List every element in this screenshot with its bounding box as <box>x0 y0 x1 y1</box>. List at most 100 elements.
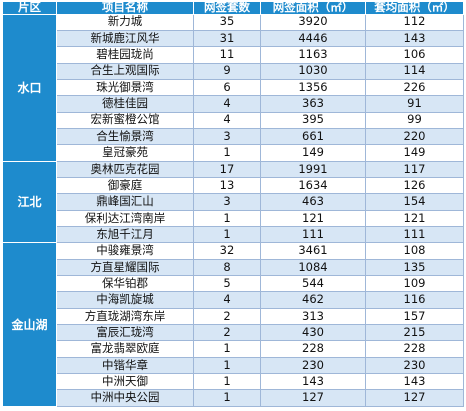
table-row: 中锴华章 1 230 230 <box>3 356 464 375</box>
avg-area-cell: 127 <box>365 389 464 407</box>
table-row: 中海凯旋城 4 462 116 <box>3 291 464 309</box>
table-row: 中洲中央公园 1 127 127 <box>3 389 464 407</box>
project-name-cell: 中海凯旋城 <box>56 291 194 309</box>
sale-count-cell: 11 <box>193 46 261 64</box>
sale-count-cell: 13 <box>193 176 261 195</box>
avg-area-cell: 114 <box>365 62 464 80</box>
sale-count-cell: 32 <box>193 242 261 260</box>
table-row: 中洲天御 1 143 143 <box>3 373 464 391</box>
sale-count-cell: 4 <box>193 111 261 129</box>
project-name-cell: 富辰汇珑湾 <box>56 324 194 342</box>
table-row: 宏新蜜橙公馆 4 395 99 <box>3 111 464 129</box>
sale-count-cell: 9 <box>193 62 261 80</box>
project-name-cell: 中锴华章 <box>56 356 194 375</box>
project-name-cell: 新城鹿江风华 <box>56 29 194 48</box>
project-name-cell: 中骏雍景湾 <box>56 242 194 260</box>
sale-count-cell: 4 <box>193 291 261 309</box>
sale-area-cell: 3461 <box>260 242 366 260</box>
region-cell: 金山湖 <box>2 242 57 407</box>
sale-count-cell: 6 <box>193 78 261 97</box>
avg-area-cell: 121 <box>365 209 464 227</box>
project-name-cell: 合生上观国际 <box>56 62 194 80</box>
table-row: 保华铂郡 5 544 109 <box>3 274 464 293</box>
table-row: 江北 奥林匹克花园 17 1991 117 <box>2 160 464 244</box>
sale-count-cell: 1 <box>193 209 261 227</box>
sale-area-cell: 430 <box>260 324 366 342</box>
sale-count-cell: 1 <box>193 356 261 375</box>
project-name-cell: 宏新蜜橙公馆 <box>56 111 194 129</box>
sale-count-cell: 4 <box>193 95 261 113</box>
project-name-cell: 保华铂郡 <box>56 274 194 293</box>
avg-area-cell: 117 <box>365 160 464 178</box>
avg-area-cell: 143 <box>365 373 464 391</box>
avg-area-cell: 109 <box>365 274 464 293</box>
table-body: 水口 新力城 35 3920 112 新城鹿江风华 31 4446 143 碧桂园珑尚 11 1163… <box>2 13 464 407</box>
sale-area-cell: 1084 <box>260 258 366 277</box>
sale-count-cell: 35 <box>193 13 261 31</box>
table-row: 鼎峰国汇山 3 463 154 <box>3 193 464 211</box>
project-name-cell: 德桂佳园 <box>56 95 194 113</box>
sale-count-cell: 1 <box>193 373 261 391</box>
sale-area-cell: 1356 <box>260 78 366 97</box>
avg-area-cell: 157 <box>365 307 464 326</box>
sale-area-cell: 3920 <box>260 13 366 31</box>
sale-area-cell: 661 <box>260 127 366 146</box>
header-region: 片区 <box>2 1 57 15</box>
sale-area-cell: 1163 <box>260 46 366 64</box>
table-row: 德桂佳园 4 363 91 <box>3 95 464 113</box>
table-row: 御豪庭 13 1634 126 <box>3 176 464 195</box>
table-row: 皇冠豪苑 1 149 149 <box>3 144 464 162</box>
header-name: 项目名称 <box>56 1 194 15</box>
table-row: 新城鹿江风华 31 4446 143 <box>3 29 464 48</box>
table-row: 合生上观国际 9 1030 114 <box>3 62 464 80</box>
sale-area-cell: 463 <box>260 193 366 211</box>
project-name-cell: 方直星耀国际 <box>56 258 194 277</box>
sale-area-cell: 127 <box>260 389 366 407</box>
project-name-cell: 珠光御景湾 <box>56 78 194 97</box>
header-count: 网签套数 <box>193 1 261 15</box>
sale-area-cell: 143 <box>260 373 366 391</box>
project-name-cell: 御豪庭 <box>56 176 194 195</box>
project-name-cell: 皇冠豪苑 <box>56 144 194 162</box>
project-name-cell: 中洲中央公园 <box>56 389 194 407</box>
table-row: 富辰汇珑湾 2 430 215 <box>3 324 464 342</box>
project-name-cell: 方直珑湖湾东岸 <box>56 307 194 326</box>
sale-area-cell: 1030 <box>260 62 366 80</box>
table-row: 保利达江湾南岸 1 121 121 <box>3 209 464 227</box>
avg-area-cell: 99 <box>365 111 464 129</box>
sale-area-cell: 149 <box>260 144 366 162</box>
table-row: 水口 新力城 35 3920 112 <box>2 13 464 162</box>
sale-count-cell: 2 <box>193 307 261 326</box>
avg-area-cell: 230 <box>365 356 464 375</box>
sale-area-cell: 121 <box>260 209 366 227</box>
sale-area-cell: 544 <box>260 274 366 293</box>
sale-area-cell: 228 <box>260 340 366 358</box>
table-row: 方直珑湖湾东岸 2 313 157 <box>3 307 464 326</box>
sale-count-cell: 1 <box>193 144 261 162</box>
sale-area-cell: 111 <box>260 225 366 244</box>
region-cell: 江北 <box>2 160 57 244</box>
table-row: 合生愉景湾 3 661 220 <box>3 127 464 146</box>
avg-area-cell: 108 <box>365 242 464 260</box>
sale-count-cell: 3 <box>193 193 261 211</box>
avg-area-cell: 106 <box>365 46 464 64</box>
sales-table: 片区 项目名称 网签套数 网签面积（㎡） 套均面积（㎡） 水口 新力城 35 3920… <box>2 1 464 407</box>
project-name-cell: 鼎峰国汇山 <box>56 193 194 211</box>
project-name-cell: 合生愉景湾 <box>56 127 194 146</box>
sale-area-cell: 1991 <box>260 160 366 178</box>
avg-area-cell: 220 <box>365 127 464 146</box>
table-row: 东旭千江月 1 111 111 <box>3 225 464 244</box>
project-name-cell: 东旭千江月 <box>56 225 194 244</box>
header-area: 网签面积（㎡） <box>260 1 366 15</box>
avg-area-cell: 112 <box>365 13 464 31</box>
avg-area-cell: 226 <box>365 78 464 97</box>
avg-area-cell: 135 <box>365 258 464 277</box>
avg-area-cell: 215 <box>365 324 464 342</box>
sale-count-cell: 1 <box>193 225 261 244</box>
avg-area-cell: 111 <box>365 225 464 244</box>
table-row: 富龙翡翠欧庭 1 228 228 <box>3 340 464 358</box>
table-row: 碧桂园珑尚 11 1163 106 <box>3 46 464 64</box>
table-row: 金山湖 中骏雍景湾 32 3461 108 <box>2 242 464 407</box>
sale-area-cell: 363 <box>260 95 366 113</box>
sale-count-cell: 8 <box>193 258 261 277</box>
